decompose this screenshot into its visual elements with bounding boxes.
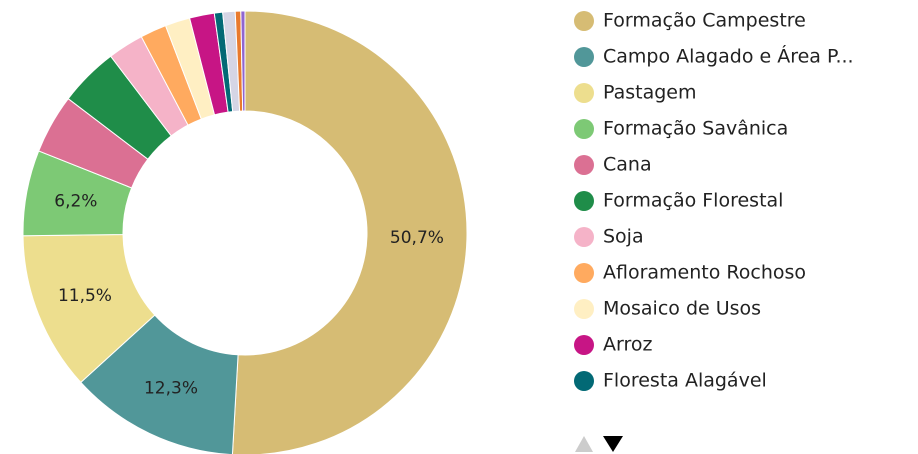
legend-swatch [574,47,594,67]
legend-label: Formação Florestal [603,190,783,212]
legend-label: Pastagem [603,82,697,104]
legend-swatch [574,11,594,31]
value-label: 12,3% [144,378,198,398]
legend-label: Arroz [603,334,652,356]
legend-label: Formação Savânica [603,118,788,140]
legend-swatch [574,227,594,247]
legend-label: Campo Alagado e Área P... [603,45,854,68]
slice [240,10,246,112]
legend-swatch [574,155,594,175]
page-down-arrow[interactable] [603,436,623,452]
legend-swatch [574,263,594,283]
legend-swatch [574,191,594,211]
value-label: 11,5% [58,286,112,306]
legend-label: Mosaico de Usos [603,298,761,320]
legend-label: Soja [603,226,644,248]
value-label: 6,2% [54,192,97,212]
legend-label: Cana [603,154,652,176]
legend-swatch [574,299,594,319]
legend-swatch [574,83,594,103]
legend-swatch [574,335,594,355]
legend-swatch [574,371,594,391]
legend-label: Afloramento Rochoso [603,262,806,284]
page-up-arrow[interactable] [575,436,593,452]
value-label: 50,7% [390,228,444,248]
legend-swatch [574,119,594,139]
legend-label: Formação Campestre [603,10,806,32]
slice [231,10,468,454]
legend-label: Floresta Alagável [603,370,767,392]
